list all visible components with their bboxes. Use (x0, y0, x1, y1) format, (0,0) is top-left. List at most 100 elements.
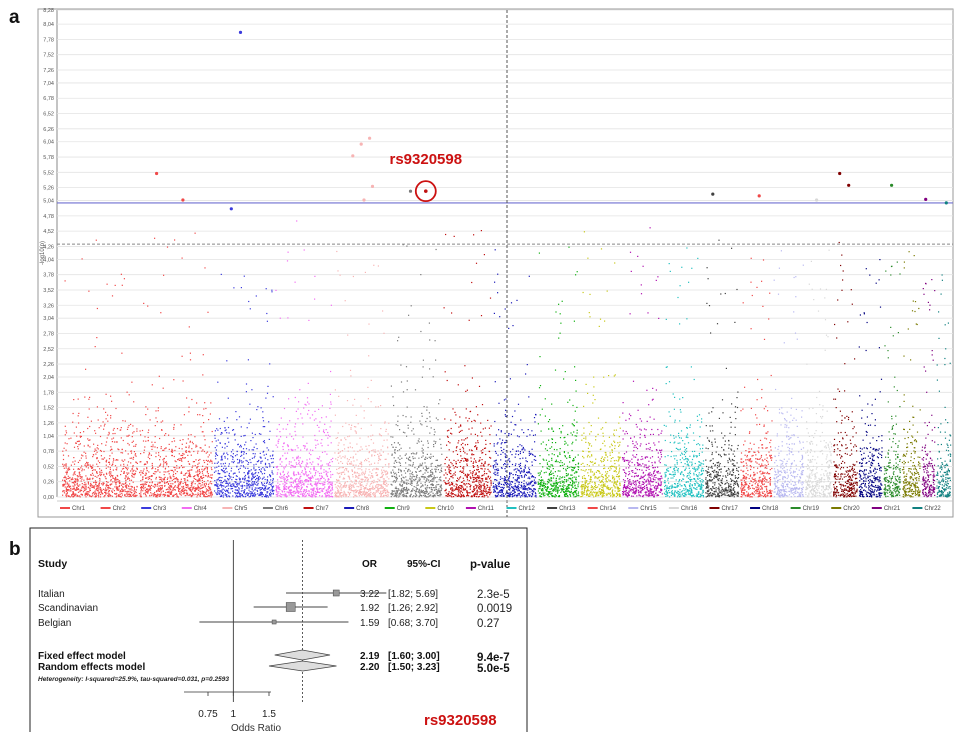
legend-label-chr4: Chr4 (194, 506, 208, 512)
heterogeneity-text: Heterogeneity: I-squared=25.9%, tau-squa… (38, 676, 229, 683)
top-hit-point (229, 207, 233, 211)
chromosome-points-chr22 (936, 274, 952, 498)
y-tick-label: 5,04 (43, 199, 54, 205)
y-tick-label: 3,52 (43, 288, 54, 294)
top-hit-point (155, 171, 159, 176)
annotation-circle (414, 180, 437, 203)
chromosome-points-chr19 (883, 261, 901, 498)
annotated-snp-point (423, 189, 428, 193)
x-tick-label: 0.75 (198, 709, 218, 720)
y-tick-label: 7,52 (43, 53, 54, 59)
y-tick-label: 4,78 (43, 214, 54, 220)
y-tick-label: 1,52 (43, 406, 54, 412)
y-tick-label: 2,78 (43, 331, 54, 337)
panel-b-letter: b (9, 539, 21, 560)
pooled-diamond (274, 649, 331, 661)
chromosome-points-chr21 (921, 279, 936, 498)
chromosome-points-chr1 (62, 239, 138, 498)
forest-annotation-label: rs9320598 (424, 712, 497, 729)
annotation-label: rs9320598 (390, 151, 463, 168)
manhattan-points (62, 220, 952, 498)
y-tick-label: 6,52 (43, 112, 54, 118)
top-hit-point (238, 30, 243, 34)
top-hit-point (890, 183, 894, 187)
header-p: p-value (470, 559, 510, 571)
legend-label-chr21: Chr21 (884, 506, 901, 512)
chromosome-points-chr10 (580, 231, 621, 498)
legend-label-chr12: Chr12 (519, 506, 536, 512)
pooled-ci: [1.60; 3.00] (388, 651, 440, 662)
study-weight-box (285, 602, 296, 612)
top-hit-point (362, 198, 366, 202)
top-hit-point (944, 201, 948, 205)
chromosome-points-chr15 (773, 250, 805, 498)
legend-label-chr9: Chr9 (397, 506, 411, 512)
chromosome-points-chr4 (275, 220, 334, 498)
pooled-or: 2.19 (360, 651, 380, 662)
study-or: 1.59 (360, 618, 380, 629)
y-tick-label: 1,26 (43, 421, 54, 427)
pooled-model-name: Fixed effect model (38, 651, 126, 662)
y-tick-label: 5,26 (43, 186, 54, 192)
header-or: OR (362, 559, 378, 570)
y-tick-label: 4,04 (43, 257, 54, 263)
legend-label-chr6: Chr6 (275, 506, 289, 512)
legend-label-chr14: Chr14 (600, 506, 617, 512)
y-tick-label: 8,28 (43, 8, 54, 14)
legend-label-chr17: Chr17 (721, 506, 738, 512)
chromosome-points-chr7 (443, 230, 492, 498)
chromosome-points-chr18 (858, 259, 883, 498)
forest-plot: Study OR 95%-CI p-value Italian 3.22 [1.82; 5.… (29, 527, 528, 732)
study-name: Scandinavian (38, 603, 98, 614)
legend-label-chr3: Chr3 (153, 506, 167, 512)
pooled-p-value: 5.0e-5 (477, 663, 510, 675)
chromosome-points-chr13 (705, 239, 740, 498)
pooled-diamond (268, 660, 337, 672)
legend-label-chr15: Chr15 (640, 506, 657, 512)
legend-label-chr2: Chr2 (113, 506, 127, 512)
y-tick-label: 7,04 (43, 81, 54, 87)
top-hit-point (351, 154, 355, 158)
chromosome-points-chr3 (213, 273, 275, 498)
top-hit-point (711, 192, 715, 196)
chromosome-points-chr9 (537, 246, 580, 498)
top-hit-point (370, 184, 375, 188)
top-hit-point (838, 171, 842, 176)
study-weight-box (271, 619, 277, 625)
forest-frame (29, 527, 528, 732)
pooled-p-value: 9.4e-7 (477, 652, 510, 664)
pooled-model-name: Random effects model (38, 662, 145, 673)
chromosome-points-chr5 (334, 250, 390, 498)
legend-label-chr22: Chr22 (924, 506, 941, 512)
study-ci: [1.82; 5.69] (388, 589, 438, 600)
top-hit-point (924, 197, 928, 201)
study-name: Belgian (38, 618, 71, 629)
chromosome-points-chr12 (663, 247, 705, 498)
y-tick-label: 2,52 (43, 347, 54, 353)
top-hit-point (847, 183, 851, 187)
chromosome-points-chr2 (138, 232, 213, 498)
legend-label-chr19: Chr19 (803, 506, 820, 512)
top-hit-point (181, 198, 185, 202)
y-axis-label: -log10(p) (40, 241, 46, 265)
y-tick-label: 3,78 (43, 273, 54, 279)
y-tick-label: 4,26 (43, 244, 54, 250)
y-tick-label: 2,04 (43, 375, 54, 381)
study-p-value: 2.3e-5 (477, 589, 510, 601)
legend-label-chr11: Chr11 (478, 506, 495, 512)
y-tick-label: 6,78 (43, 96, 54, 102)
legend-label-chr5: Chr5 (234, 506, 248, 512)
y-tick-label: 7,26 (43, 68, 54, 74)
y-tick-label: 6,26 (43, 127, 54, 133)
x-tick-label: 1 (231, 709, 237, 720)
study-p-value: 0.0019 (477, 603, 512, 615)
legend-label-chr13: Chr13 (559, 506, 576, 512)
chromosome-points-chr14 (740, 257, 773, 498)
y-tick-label: 6,04 (43, 140, 54, 146)
legend-label-chr7: Chr7 (316, 506, 330, 512)
study-name: Italian (38, 589, 65, 600)
y-tick-label: 1,04 (43, 434, 54, 440)
top-hit-point (408, 189, 413, 193)
pooled-or: 2.20 (360, 662, 380, 673)
chromosome-points-chr17 (833, 241, 858, 498)
